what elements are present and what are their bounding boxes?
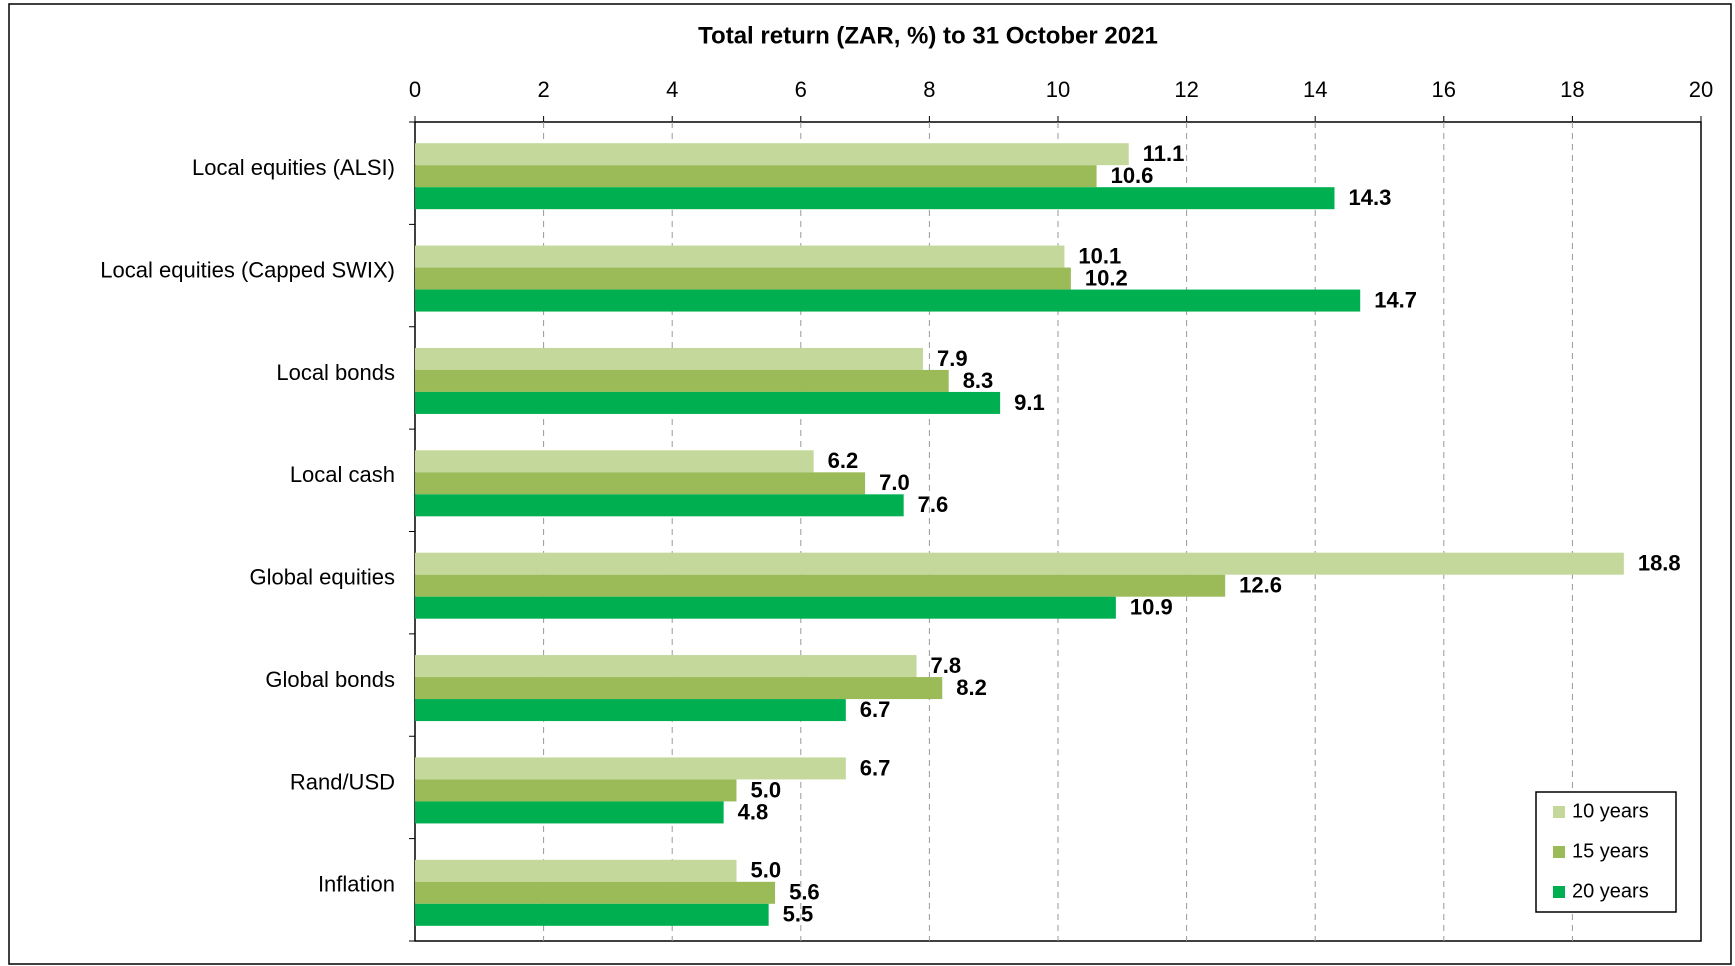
value-label: 10.9 xyxy=(1130,595,1173,620)
bar xyxy=(415,187,1335,210)
y-tick-label: Rand/USD xyxy=(290,769,395,794)
y-tick-label: Local cash xyxy=(290,462,395,487)
bar xyxy=(415,391,1001,414)
bar xyxy=(415,677,943,700)
value-label: 6.7 xyxy=(860,697,891,722)
bar xyxy=(415,494,904,517)
bar xyxy=(415,596,1116,619)
bar xyxy=(415,699,846,722)
bar xyxy=(415,143,1129,166)
x-tick-label: 20 xyxy=(1689,77,1713,102)
x-tick-label: 8 xyxy=(923,77,935,102)
legend-label: 20 years xyxy=(1572,880,1649,902)
y-tick-label: Global equities xyxy=(249,565,395,590)
value-label: 10.2 xyxy=(1085,265,1128,290)
legend-swatch xyxy=(1553,846,1565,858)
x-tick-label: 2 xyxy=(537,77,549,102)
bar xyxy=(415,450,814,473)
legend-swatch xyxy=(1553,886,1565,898)
legend-swatch xyxy=(1553,806,1565,818)
bar xyxy=(415,881,776,904)
x-tick-label: 4 xyxy=(666,77,678,102)
value-label: 12.6 xyxy=(1239,573,1282,598)
value-label: 8.2 xyxy=(956,675,987,700)
bar xyxy=(415,574,1226,597)
value-label: 11.1 xyxy=(1143,141,1185,166)
bar xyxy=(415,245,1065,268)
y-tick-label: Local equities (Capped SWIX) xyxy=(100,257,395,282)
bar xyxy=(415,655,917,678)
value-label: 5.5 xyxy=(783,902,814,927)
value-label: 10.1 xyxy=(1078,243,1121,268)
y-tick-label: Global bonds xyxy=(265,667,395,692)
value-label: 7.6 xyxy=(918,492,949,517)
bar xyxy=(415,859,737,882)
value-label: 14.7 xyxy=(1374,287,1417,312)
value-label: 7.9 xyxy=(937,346,968,371)
value-label: 6.2 xyxy=(828,448,859,473)
bar xyxy=(415,267,1071,290)
bar xyxy=(415,903,769,926)
bar xyxy=(415,757,846,780)
y-tick-label: Local bonds xyxy=(276,360,395,385)
bar xyxy=(415,369,949,392)
value-label: 4.8 xyxy=(738,799,769,824)
bar xyxy=(415,801,724,824)
value-label: 5.0 xyxy=(751,777,782,802)
bar xyxy=(415,779,737,802)
x-tick-label: 10 xyxy=(1046,77,1070,102)
x-tick-label: 18 xyxy=(1560,77,1584,102)
value-label: 9.1 xyxy=(1014,390,1045,415)
value-label: 6.7 xyxy=(860,755,891,780)
value-label: 7.0 xyxy=(879,470,910,495)
bar xyxy=(415,472,866,495)
legend-label: 15 years xyxy=(1572,840,1649,862)
x-tick-label: 6 xyxy=(795,77,807,102)
value-label: 18.8 xyxy=(1638,551,1681,576)
x-tick-label: 16 xyxy=(1432,77,1456,102)
x-tick-label: 0 xyxy=(409,77,421,102)
x-tick-label: 14 xyxy=(1303,77,1327,102)
bar xyxy=(415,165,1097,188)
y-tick-label: Local equities (ALSI) xyxy=(192,155,395,180)
x-tick-label: 12 xyxy=(1174,77,1198,102)
value-label: 5.0 xyxy=(751,858,782,883)
bar xyxy=(415,552,1624,575)
value-label: 7.8 xyxy=(931,653,962,678)
value-label: 5.6 xyxy=(789,880,820,905)
bar xyxy=(415,289,1361,312)
value-label: 10.6 xyxy=(1111,163,1154,188)
bar xyxy=(415,347,923,370)
frame xyxy=(8,3,1732,965)
chart-title: Total return (ZAR, %) to 31 October 2021 xyxy=(698,22,1158,49)
value-label: 14.3 xyxy=(1348,185,1391,210)
legend-label: 10 years xyxy=(1572,800,1649,822)
y-tick-label: Inflation xyxy=(318,872,395,897)
value-label: 8.3 xyxy=(963,368,994,393)
